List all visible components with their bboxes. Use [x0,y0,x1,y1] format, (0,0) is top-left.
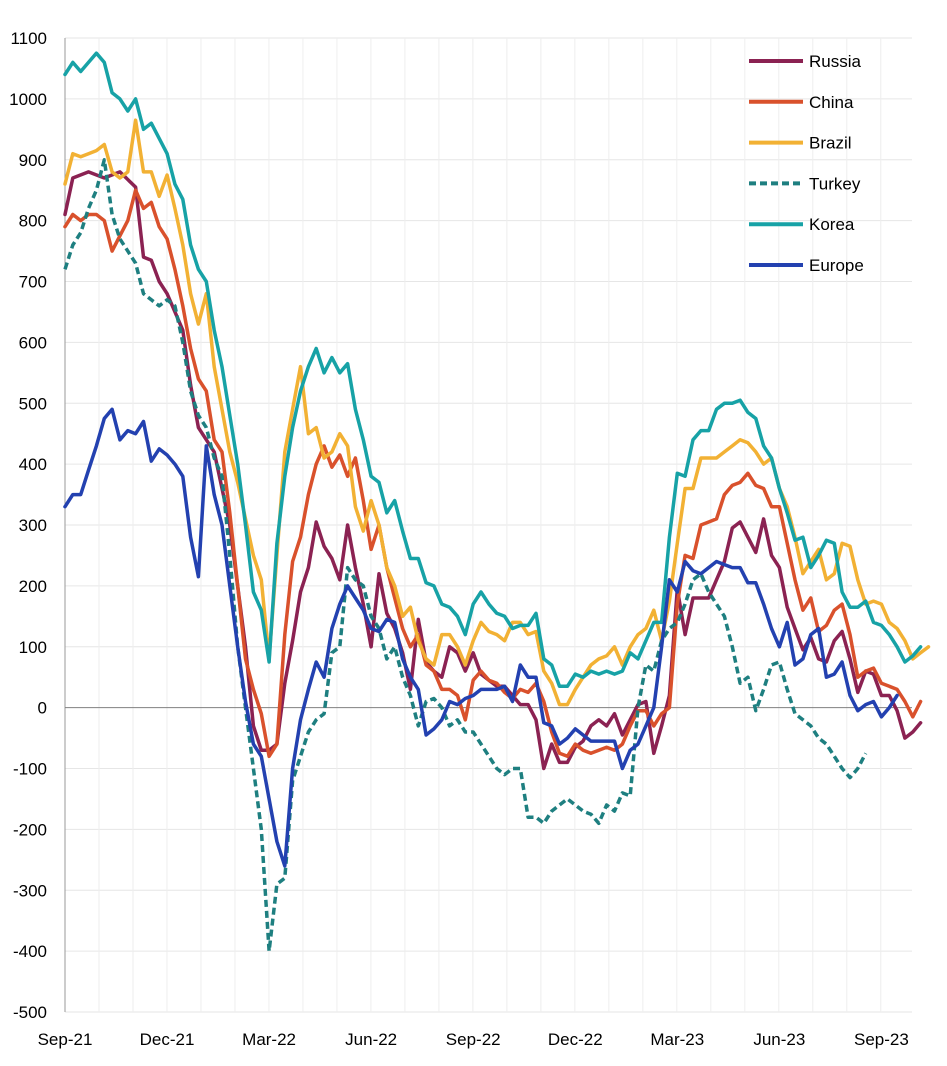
x-tick-label: Sep-22 [446,1030,501,1049]
y-tick-label: 700 [19,273,47,292]
legend-label-europe: Europe [809,256,864,275]
y-tick-label: 200 [19,577,47,596]
y-tick-label: 500 [19,394,47,413]
x-tick-label: Sep-21 [38,1030,93,1049]
y-tick-label: 0 [38,699,47,718]
x-tick-label: Mar-23 [650,1030,704,1049]
x-tick-label: Jun-22 [345,1030,397,1049]
y-tick-label: 400 [19,455,47,474]
chart-axes: 110010009008007006005004003002001000-100… [9,29,912,1049]
chart-gridlines [64,37,912,1013]
y-tick-label: -100 [13,760,47,779]
y-tick-label: 900 [19,151,47,170]
y-tick-label: -400 [13,942,47,961]
series-line-turkey [63,158,868,953]
x-tick-label: Jun-23 [753,1030,805,1049]
y-tick-label: 600 [19,333,47,352]
x-tick-label: Mar-22 [242,1030,296,1049]
chart-legend: Russia China Brazil Turkey Korea Europe [749,52,864,275]
legend-label-russia: Russia [809,52,862,71]
series-line-russia [63,170,923,771]
y-tick-label: 300 [19,516,47,535]
y-tick-label: 1100 [10,29,47,48]
chart-series [63,51,931,953]
y-tick-label: 800 [19,212,47,231]
y-tick-label: 1000 [9,90,47,109]
legend-label-brazil: Brazil [809,134,852,153]
y-tick-label: 100 [19,638,47,657]
legend-label-china: China [809,93,854,112]
y-tick-label: -500 [13,1003,47,1022]
x-tick-label: Dec-21 [140,1030,195,1049]
series-line-korea [63,51,923,689]
y-tick-label: -300 [13,881,47,900]
x-tick-label: Dec-22 [548,1030,603,1049]
legend-label-turkey: Turkey [809,174,861,193]
x-tick-label: Sep-23 [854,1030,909,1049]
legend-label-korea: Korea [809,215,855,234]
series-line-europe [63,407,899,868]
series-line-china [63,188,923,759]
y-tick-label: -200 [13,820,47,839]
